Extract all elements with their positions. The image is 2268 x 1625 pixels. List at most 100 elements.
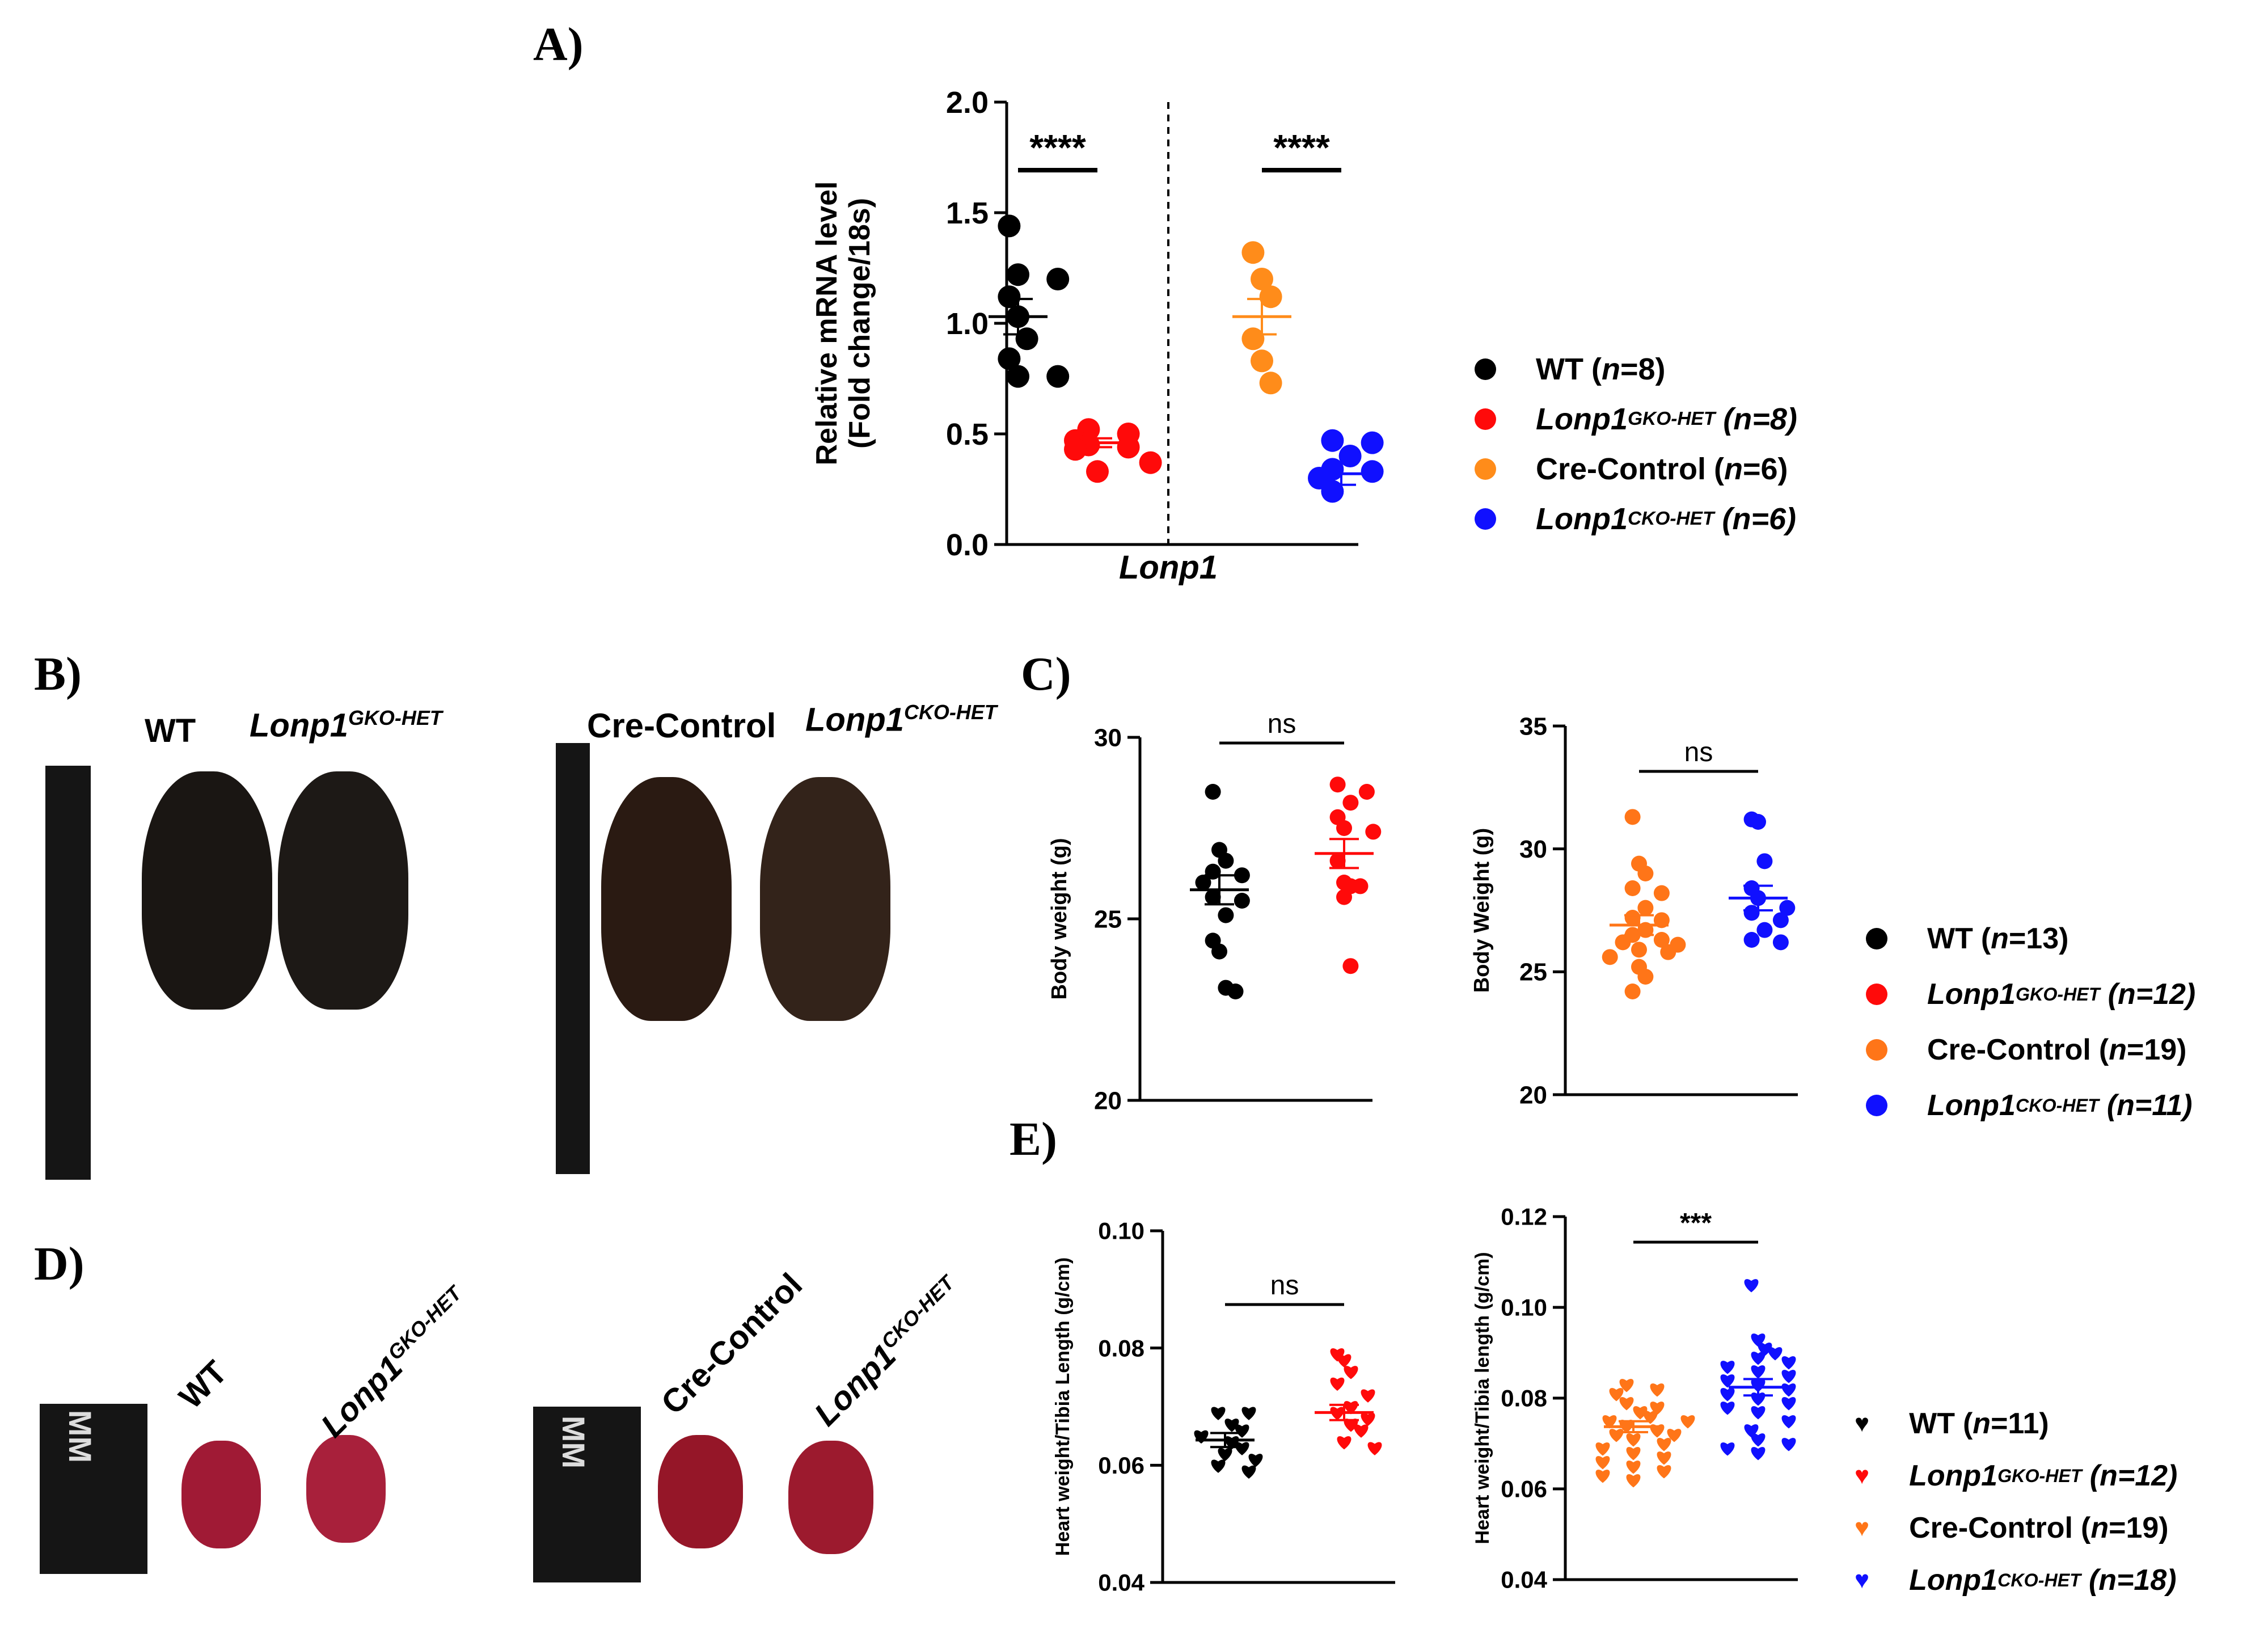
y-axis-label: Body Weight (g): [1470, 828, 1494, 993]
y-tick-label: 2.0: [946, 86, 989, 120]
legend-label: Lonp1: [1536, 502, 1628, 536]
heart-point: [1248, 1454, 1263, 1467]
heart-icon: ♥: [1855, 1409, 1870, 1437]
legend-dot: [1475, 508, 1496, 530]
heart-point: [1657, 1451, 1671, 1465]
data-point: [1637, 866, 1654, 881]
data-point: [998, 347, 1021, 370]
ruler: [556, 743, 590, 1174]
legend-label: WT: [1927, 922, 1973, 955]
mouse-cko: [760, 777, 890, 1021]
y-tick-label: 0.08: [1501, 1385, 1547, 1412]
legend-item: Lonp1 GKO-HET (n=8): [1475, 402, 1797, 437]
data-point: [1139, 451, 1162, 474]
heart-point: [1211, 1407, 1226, 1420]
heart-point: [1354, 1424, 1369, 1438]
heart-cko: [788, 1441, 873, 1554]
legend-label: WT: [1909, 1407, 1955, 1440]
heart-point: [1361, 1389, 1375, 1403]
heart-point: [1337, 1436, 1351, 1450]
data-point: [1007, 365, 1029, 388]
data-point: [1336, 889, 1352, 905]
legend-n: (n=6): [1713, 452, 1788, 486]
data-point: [1329, 852, 1346, 869]
heart-point: [1650, 1383, 1665, 1397]
legend-n: (n=12): [2089, 1459, 2178, 1492]
y-tick-label: 1.0: [946, 307, 989, 341]
heart-point: [1602, 1415, 1617, 1429]
heart-point: [1680, 1415, 1695, 1429]
legend-item: Lonp1 GKO-HET (n=12): [1866, 977, 2195, 1011]
legend-dot: [1475, 458, 1496, 480]
y-tick-label: 35: [1519, 712, 1547, 740]
heart-point: [1781, 1438, 1796, 1451]
legend-item: ♥ WT (n=11): [1855, 1407, 2049, 1441]
heart-point: [1720, 1402, 1735, 1415]
y-tick-label: 30: [1519, 835, 1547, 863]
panel-letter-c: C): [1021, 648, 1071, 700]
data-point: [1624, 984, 1641, 999]
y-tick-label: 0.10: [1098, 1218, 1144, 1244]
data-point: [1660, 944, 1676, 960]
heart-point: [1609, 1429, 1624, 1442]
y-tick-label: 0.06: [1098, 1452, 1144, 1479]
heart-icon: ♥: [1855, 1462, 1870, 1489]
data-point: [1624, 910, 1641, 926]
legend-n: (n=12): [2107, 978, 2196, 1011]
heart-point: [1626, 1461, 1641, 1474]
data-point: [1602, 949, 1618, 965]
label-wt: WT: [145, 712, 196, 749]
heart-point: [1781, 1383, 1796, 1397]
data-point: [1624, 880, 1641, 896]
heart-point: [1751, 1406, 1766, 1420]
data-point: [1631, 942, 1647, 958]
data-point: [1241, 327, 1265, 351]
heart-point: [1344, 1366, 1358, 1379]
legend-item: Cre-Control (n=19): [1866, 1033, 2187, 1067]
significance-label: ns: [1270, 1271, 1299, 1301]
data-point: [1259, 372, 1282, 395]
legend-sup: CKO-HET: [2015, 1095, 2099, 1116]
legend-n: (n=11): [2106, 1089, 2193, 1122]
data-point: [1624, 809, 1641, 825]
data-point: [1321, 429, 1344, 452]
data-point: [1046, 268, 1070, 290]
heart-point: [1781, 1356, 1796, 1370]
data-point: [1007, 263, 1029, 286]
legend-item: Lonp1 CKO-HET (n=6): [1475, 501, 1796, 537]
legend-label: Cre-Control: [1909, 1512, 2073, 1544]
heart-point: [1720, 1374, 1735, 1388]
legend-label: Cre-Control: [1927, 1033, 2091, 1066]
heart-point: [1609, 1388, 1624, 1402]
panel-letter-a: A): [533, 18, 584, 71]
heart-point: [1211, 1459, 1226, 1473]
ruler: [533, 1407, 641, 1582]
data-point: [1637, 900, 1654, 916]
ruler-mm: MM: [556, 1415, 592, 1469]
heart-cre: [658, 1435, 743, 1548]
heart-point: [1626, 1433, 1641, 1447]
heart-point: [1781, 1415, 1796, 1429]
data-point: [1117, 436, 1140, 459]
legend-label: Lonp1: [1536, 402, 1628, 436]
legend-n: (n=11): [1962, 1407, 2049, 1440]
data-point: [1743, 905, 1760, 921]
significance-label: ****: [1273, 127, 1330, 168]
legend-n: (n=19): [2098, 1033, 2187, 1066]
legend-dot: [1866, 1095, 1887, 1116]
legend-sup: GKO-HET: [1997, 1465, 2082, 1486]
heart-point: [1768, 1347, 1783, 1361]
legend-sup: GKO-HET: [2015, 984, 2100, 1004]
y-tick-label: 20: [1519, 1081, 1547, 1109]
heart-icon: ♥: [1855, 1566, 1870, 1594]
legend-item: WT (n=8): [1475, 352, 1666, 387]
data-point: [1046, 365, 1070, 388]
legend-label: Lonp1: [1909, 1564, 1998, 1597]
y-tick-label: 0.10: [1501, 1294, 1547, 1321]
data-point: [1772, 912, 1789, 928]
heart-point: [1241, 1465, 1256, 1479]
panel-letter-e: E): [1010, 1113, 1057, 1166]
legend-label: Lonp1: [1927, 978, 2016, 1011]
data-point: [1234, 893, 1250, 909]
panel-letter-b: B): [34, 648, 82, 700]
